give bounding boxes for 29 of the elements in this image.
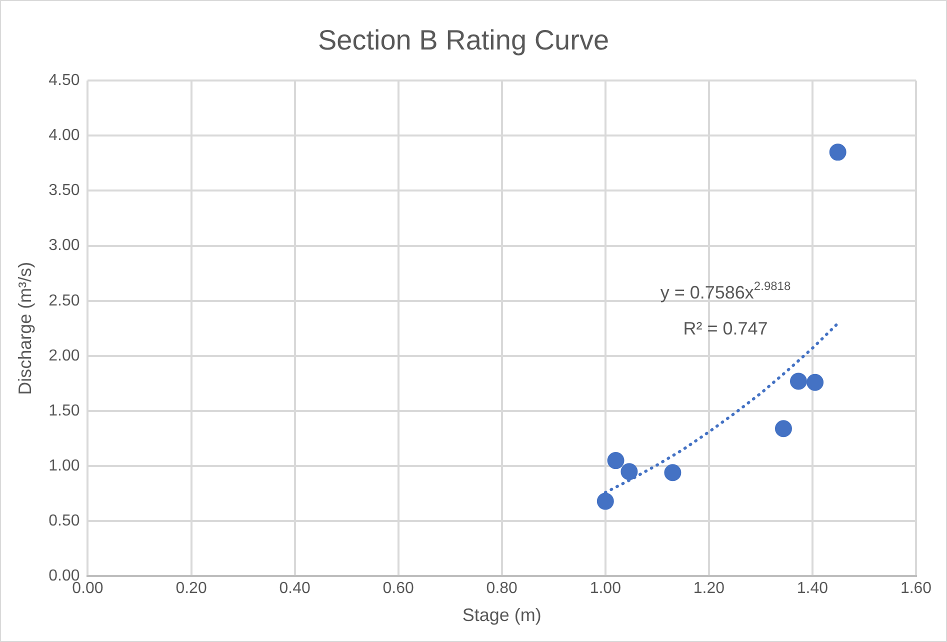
point xyxy=(806,374,824,391)
x-tick-label: 1.20 xyxy=(693,580,725,598)
point xyxy=(829,144,846,161)
x-tick-label: 1.60 xyxy=(900,580,932,598)
y-tick-label: 2.50 xyxy=(48,292,80,310)
x-axis-title: Stage (m) xyxy=(462,605,542,626)
y-tick-label: 2.00 xyxy=(48,347,80,364)
x-tick-label: 1.00 xyxy=(590,580,622,598)
point xyxy=(790,372,807,390)
x-tick-label: 0.60 xyxy=(382,580,414,598)
y-axis-title: Discharge (m³/s) xyxy=(14,262,35,395)
point xyxy=(596,492,614,510)
point xyxy=(664,464,682,482)
point xyxy=(620,463,638,480)
y-tick-label: 1.00 xyxy=(48,457,80,474)
chart-title: Section B Rating Curve xyxy=(318,24,610,56)
y-tick-label: 3.50 xyxy=(48,182,80,200)
annotation: R² = 0.747 xyxy=(683,318,768,338)
y-tick-label: 0.50 xyxy=(48,512,80,530)
point xyxy=(607,452,624,470)
x-tick-label: 0.40 xyxy=(279,580,310,598)
x-tick-label: 0.20 xyxy=(176,580,207,598)
y-tick-label: 4.50 xyxy=(48,72,80,90)
y-tick-label: 1.50 xyxy=(48,402,80,420)
x-tick-label: 0.80 xyxy=(486,580,518,598)
y-tick-label: 3.00 xyxy=(48,237,80,254)
point xyxy=(774,420,792,438)
y-tick-label: 4.00 xyxy=(48,127,80,144)
x-tick-label: 1.40 xyxy=(796,580,828,598)
